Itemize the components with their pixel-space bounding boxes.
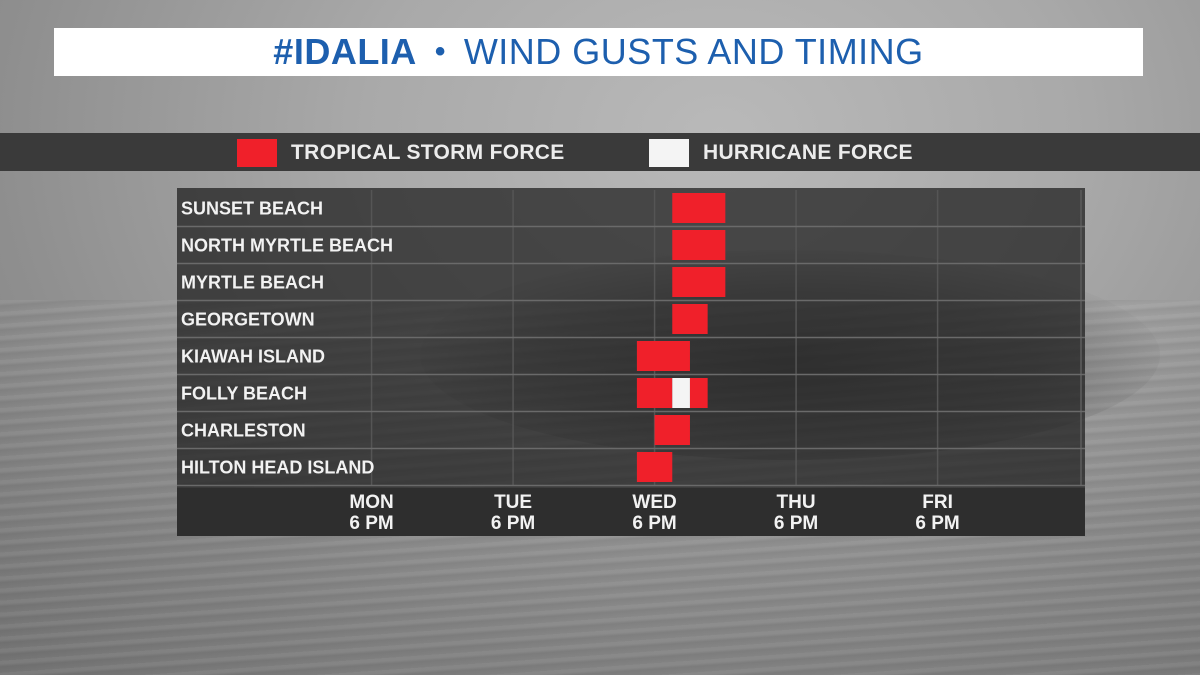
- bar-myrtle-beach-tropical_storm-0: [672, 267, 726, 297]
- bar-kiawah-island-tropical_storm-0: [636, 341, 690, 371]
- bar-north-myrtle-beach-tropical_storm-0: [672, 230, 726, 260]
- x-axis-band: [177, 488, 1085, 536]
- x-tick-time-wed: 6 PM: [632, 513, 676, 534]
- bar-folly-beach-hurricane-1: [672, 378, 690, 408]
- title-text: WIND GUSTS AND TIMING: [463, 31, 924, 72]
- x-tick-day-fri: FRI: [922, 492, 953, 513]
- row-label-hilton-head-island: HILTON HEAD ISLAND: [181, 458, 374, 478]
- x-tick-day-tue: TUE: [494, 492, 532, 513]
- x-tick-day-wed: WED: [632, 492, 676, 513]
- row-label-north-myrtle-beach: NORTH MYRTLE BEACH: [181, 236, 393, 256]
- row-label-charleston: CHARLESTON: [181, 421, 306, 441]
- row-label-kiawah-island: KIAWAH ISLAND: [181, 347, 325, 367]
- legend-swatch-tropical-storm: [237, 139, 277, 167]
- x-tick-time-mon: 6 PM: [349, 513, 393, 534]
- bar-folly-beach-tropical_storm-2: [689, 378, 708, 408]
- chart-panel: [177, 188, 1085, 536]
- legend-label-hurricane: HURRICANE FORCE: [703, 141, 913, 164]
- row-label-georgetown: GEORGETOWN: [181, 310, 315, 330]
- legend-item-tropical-storm: TROPICAL STORM FORCE: [237, 139, 565, 167]
- x-tick-time-thu: 6 PM: [774, 513, 818, 534]
- title-hashtag: #IDALIA: [273, 31, 417, 72]
- bar-folly-beach-tropical_storm-0: [636, 378, 673, 408]
- bar-charleston-tropical_storm-0: [654, 415, 690, 445]
- row-label-sunset-beach: SUNSET BEACH: [181, 199, 323, 219]
- row-label-myrtle-beach: MYRTLE BEACH: [181, 273, 324, 293]
- legend: TROPICAL STORM FORCE HURRICANE FORCE: [0, 133, 1200, 171]
- legend-swatch-hurricane: [649, 139, 689, 167]
- x-tick-time-fri: 6 PM: [915, 513, 959, 534]
- x-tick-time-tue: 6 PM: [491, 513, 535, 534]
- x-tick-day-thu: THU: [777, 492, 816, 513]
- legend-item-hurricane: HURRICANE FORCE: [649, 139, 913, 167]
- bar-hilton-head-island-tropical_storm-0: [636, 452, 673, 482]
- x-tick-day-mon: MON: [349, 492, 393, 513]
- row-label-folly-beach: FOLLY BEACH: [181, 384, 307, 404]
- bar-sunset-beach-tropical_storm-0: [672, 193, 726, 223]
- title-bar: #IDALIA • WIND GUSTS AND TIMING: [54, 28, 1143, 76]
- title-separator: •: [434, 35, 446, 68]
- bar-georgetown-tropical_storm-0: [672, 304, 708, 334]
- legend-label-tropical-storm: TROPICAL STORM FORCE: [291, 141, 565, 164]
